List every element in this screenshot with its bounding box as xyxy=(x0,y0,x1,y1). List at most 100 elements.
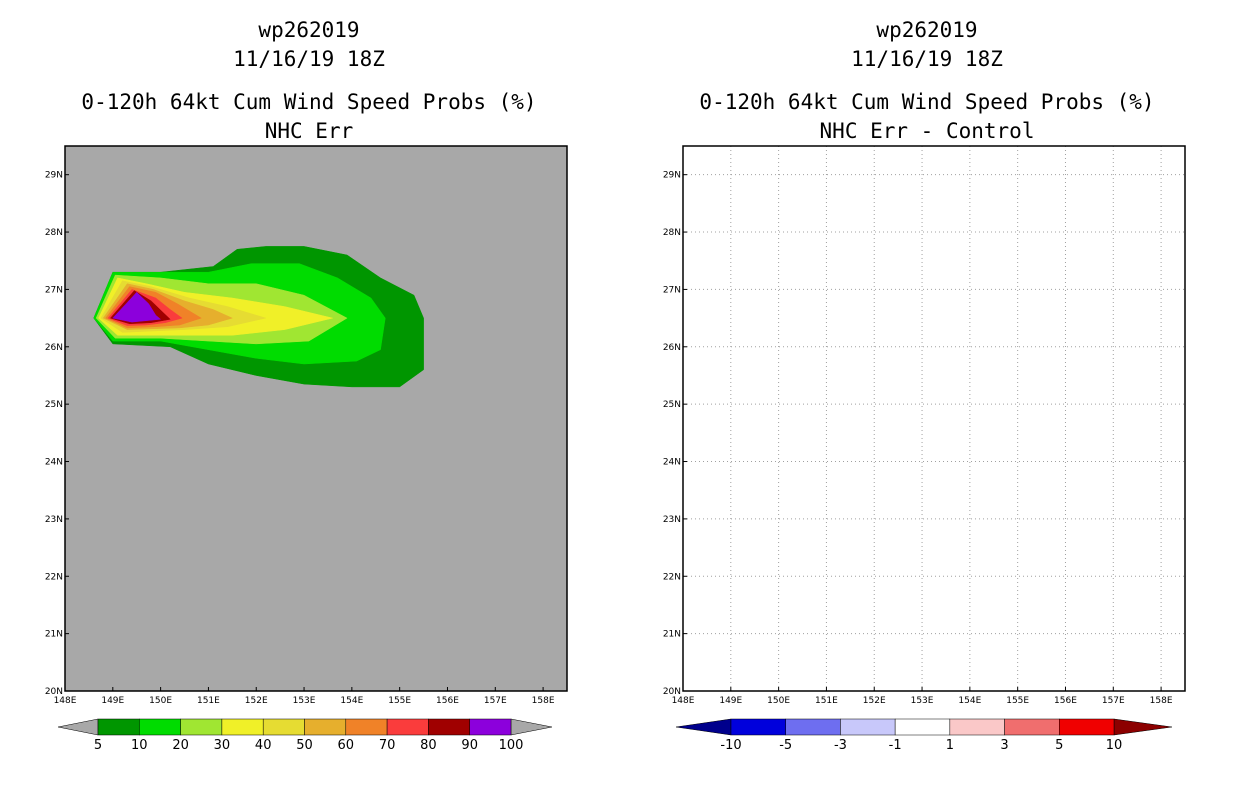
colorbar-label--3: -3 xyxy=(834,738,847,753)
y-tick-label-28N: 28N xyxy=(663,228,681,238)
x-tick-label-157E: 157E xyxy=(1102,696,1125,706)
map-frame xyxy=(682,145,1186,692)
x-tick-label-158E: 158E xyxy=(1150,696,1173,706)
x-tick-label-154E: 154E xyxy=(340,696,363,706)
colorbar-left-arrow xyxy=(57,718,99,736)
colorbar-swatch xyxy=(97,718,140,736)
y-tick-label-26N: 26N xyxy=(663,343,681,353)
colorbar-label-80: 80 xyxy=(420,738,437,753)
y-tick-label-26N: 26N xyxy=(45,343,63,353)
map-frame xyxy=(64,145,568,692)
right-storm-id: wp262019 xyxy=(876,18,977,42)
colorbar-label-5: 5 xyxy=(1055,738,1063,753)
y-tick-label-28N: 28N xyxy=(45,228,63,238)
left-title: 0-120h 64kt Cum Wind Speed Probs (%) xyxy=(81,90,536,114)
colorbar-swatch xyxy=(221,718,264,736)
colorbar-swatch xyxy=(386,718,429,736)
y-tick-label-20N: 20N xyxy=(663,687,681,697)
contour-90pct xyxy=(112,291,162,323)
y-tick-label-24N: 24N xyxy=(663,458,681,468)
y-tick-label-29N: 29N xyxy=(663,171,681,181)
right-subtitle: NHC Err - Control xyxy=(820,119,1035,143)
colorbar-right-arrow xyxy=(1113,718,1173,736)
x-tick-label-158E: 158E xyxy=(532,696,555,706)
colorbar-left-arrow xyxy=(675,718,732,736)
colorbar-label-50: 50 xyxy=(296,738,313,753)
colorbar-swatch xyxy=(180,718,223,736)
colorbar-label-3: 3 xyxy=(1000,738,1008,753)
y-tick-label-23N: 23N xyxy=(663,515,681,525)
x-tick-label-151E: 151E xyxy=(197,696,220,706)
colorbar-label-10: 10 xyxy=(131,738,148,753)
x-tick-label-154E: 154E xyxy=(958,696,981,706)
left-datetime: 11/16/19 18Z xyxy=(233,47,385,71)
left-map-panel: 148E 149E 150E 151E 152E 153E 154E 155E 156E 157E… xyxy=(45,145,568,706)
y-tick-label-21N: 21N xyxy=(45,630,63,640)
colorbar-label-1: 1 xyxy=(946,738,954,753)
x-tick-label-148E: 148E xyxy=(672,696,695,706)
left-colorbar: 5 10 20 30 40 50 60 70 80 90 100 xyxy=(57,718,553,753)
colorbar-label-70: 70 xyxy=(379,738,396,753)
colorbar-swatch xyxy=(894,718,951,736)
y-tick-label-24N: 24N xyxy=(45,458,63,468)
x-tick-label-156E: 156E xyxy=(1054,696,1077,706)
colorbar-swatch xyxy=(730,718,786,736)
y-tick-label-25N: 25N xyxy=(45,400,63,410)
right-title: 0-120h 64kt Cum Wind Speed Probs (%) xyxy=(699,90,1154,114)
right-datetime: 11/16/19 18Z xyxy=(851,47,1003,71)
colorbar-label-60: 60 xyxy=(338,738,355,753)
y-tick-label-25N: 25N xyxy=(663,400,681,410)
right-map-panel: 148E 149E 150E 151E 152E 153E 154E 155E 156E 157E… xyxy=(663,145,1186,706)
colorbar-swatch xyxy=(345,718,388,736)
left-subtitle: NHC Err xyxy=(265,119,354,143)
y-tick-label-20N: 20N xyxy=(45,687,63,697)
colorbar-label-100: 100 xyxy=(499,738,524,753)
x-tick-label-150E: 150E xyxy=(149,696,172,706)
colorbar-swatch xyxy=(840,718,896,736)
x-tick-label-152E: 152E xyxy=(863,696,886,706)
x-tick-label-153E: 153E xyxy=(293,696,316,706)
x-tick-label-156E: 156E xyxy=(436,696,459,706)
colorbar-label-20: 20 xyxy=(172,738,189,753)
colorbar-swatch xyxy=(262,718,305,736)
colorbar-label-90: 90 xyxy=(461,738,478,753)
colorbar-label--1: -1 xyxy=(889,738,902,753)
x-tick-label-148E: 148E xyxy=(54,696,77,706)
colorbar-label-40: 40 xyxy=(255,738,272,753)
colorbar-label-10: 10 xyxy=(1106,738,1123,753)
y-tick-label-23N: 23N xyxy=(45,515,63,525)
colorbar-swatch xyxy=(428,718,470,736)
colorbar-swatch xyxy=(469,718,512,736)
right-colorbar: -10 -5 -3 -1 1 3 5 10 xyxy=(675,718,1173,753)
x-tick-label-153E: 153E xyxy=(911,696,934,706)
colorbar-swatch xyxy=(1004,718,1060,736)
x-tick-label-157E: 157E xyxy=(484,696,507,706)
y-tick-label-27N: 27N xyxy=(45,285,63,295)
colorbar-label-5: 5 xyxy=(94,738,102,753)
x-tick-label-151E: 151E xyxy=(815,696,838,706)
y-tick-label-22N: 22N xyxy=(663,572,681,582)
x-tick-label-150E: 150E xyxy=(767,696,790,706)
x-tick-label-152E: 152E xyxy=(245,696,268,706)
x-tick-label-155E: 155E xyxy=(388,696,411,706)
colorbar-swatch xyxy=(139,718,181,736)
colorbar-swatch xyxy=(304,718,347,736)
x-tick-label-155E: 155E xyxy=(1006,696,1029,706)
x-tick-label-149E: 149E xyxy=(719,696,742,706)
y-tick-label-27N: 27N xyxy=(663,285,681,295)
colorbar-swatch xyxy=(949,718,1005,736)
y-tick-label-29N: 29N xyxy=(45,171,63,181)
colorbar-right-arrow xyxy=(510,718,553,736)
colorbar-swatch xyxy=(785,718,841,736)
left-storm-id: wp262019 xyxy=(258,18,359,42)
y-tick-label-22N: 22N xyxy=(45,572,63,582)
colorbar-label-30: 30 xyxy=(214,738,231,753)
map-background xyxy=(683,146,1185,691)
colorbar-swatch xyxy=(1059,718,1115,736)
colorbar-label--5: -5 xyxy=(779,738,792,753)
y-tick-label-21N: 21N xyxy=(663,630,681,640)
colorbar-label--10: -10 xyxy=(720,738,741,753)
map-background xyxy=(65,146,567,691)
x-tick-label-149E: 149E xyxy=(101,696,124,706)
